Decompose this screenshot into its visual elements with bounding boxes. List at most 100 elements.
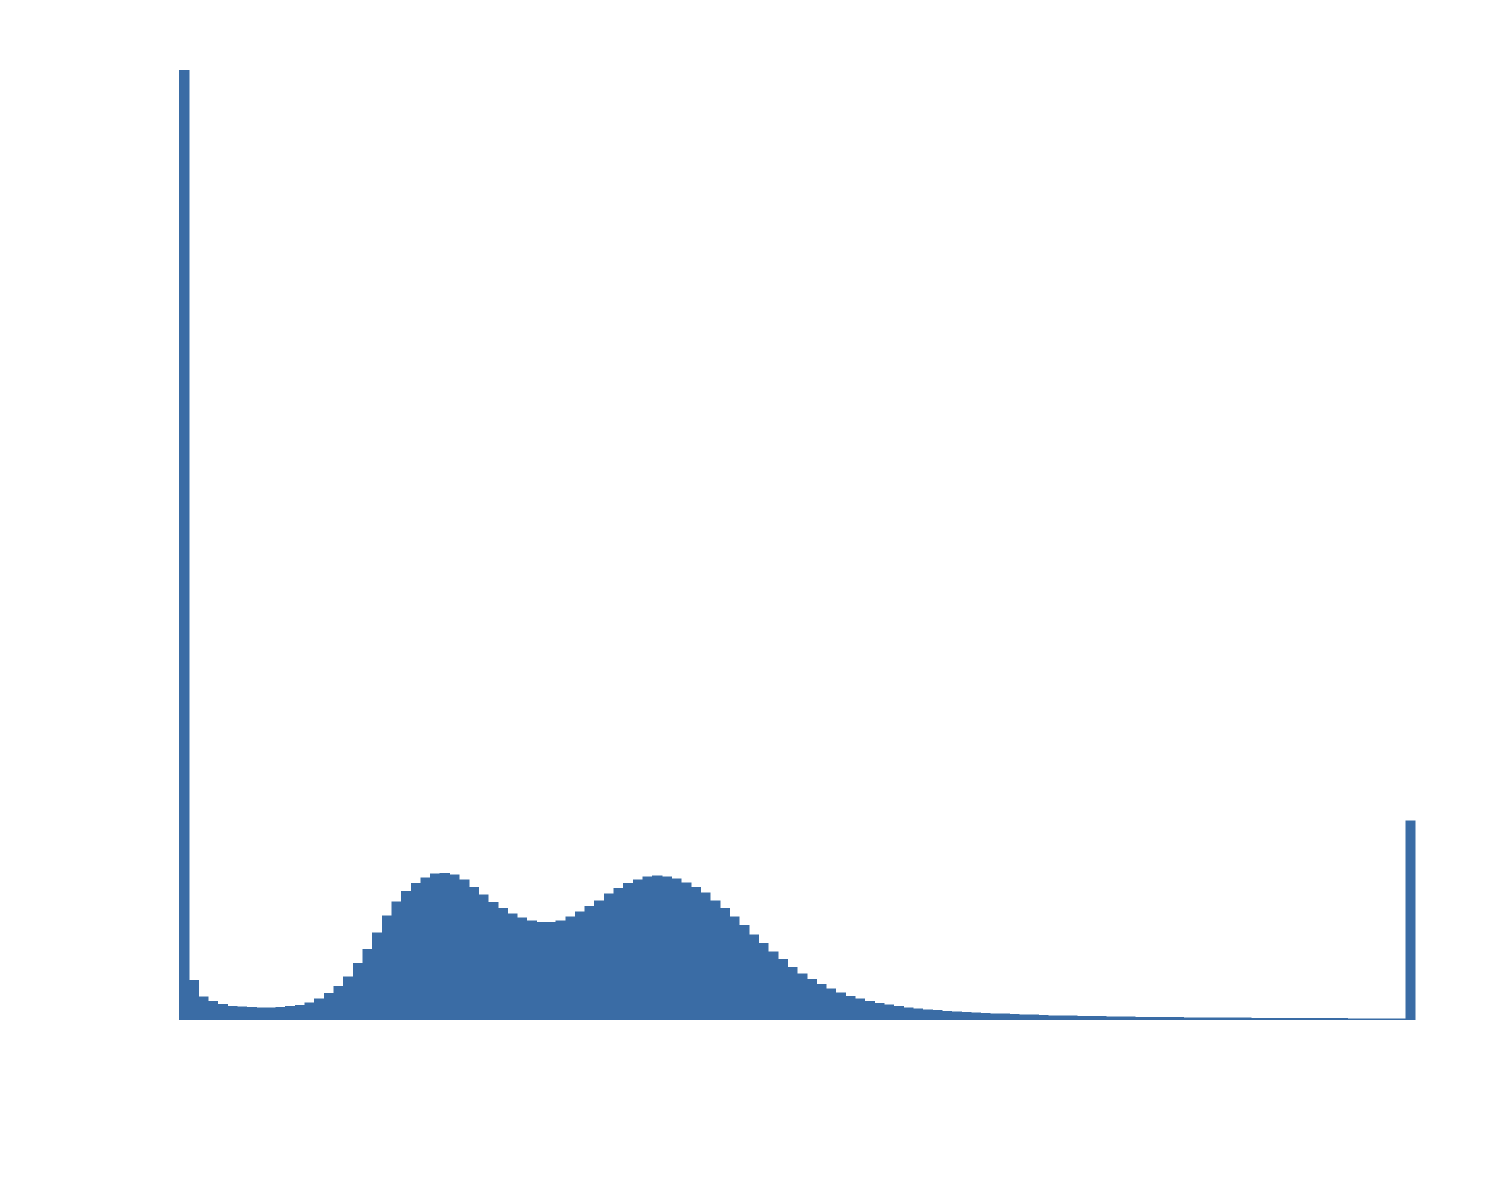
histogram-bar	[1357, 1018, 1368, 1020]
histogram-bar	[1212, 1017, 1223, 1020]
histogram-bar	[1019, 1014, 1030, 1020]
histogram-bar	[188, 980, 199, 1020]
histogram-bar	[198, 996, 209, 1020]
histogram-bar	[179, 70, 190, 1020]
histogram-bar	[285, 1006, 296, 1020]
histogram-bar	[497, 907, 508, 1020]
histogram-bar	[420, 877, 431, 1020]
histogram-bar	[1057, 1015, 1068, 1020]
histogram-bar	[430, 873, 441, 1020]
histogram-bar	[758, 943, 769, 1020]
histogram-bar	[883, 1004, 895, 1020]
histogram-bar	[980, 1012, 991, 1020]
histogram-bar	[294, 1004, 306, 1020]
histogram-bar	[343, 976, 354, 1020]
histogram-bar	[903, 1007, 914, 1020]
histogram-bar	[488, 902, 499, 1020]
histogram-bar	[594, 900, 605, 1020]
histogram-bar	[314, 998, 325, 1021]
histogram-bar	[1347, 1018, 1358, 1020]
histogram-bar	[574, 911, 586, 1020]
histogram-bar	[1086, 1016, 1097, 1020]
histogram-bar	[555, 920, 566, 1020]
histogram-bar	[1115, 1016, 1126, 1021]
histogram-bar	[1134, 1016, 1146, 1020]
histogram-bar	[584, 906, 595, 1020]
histogram-bar	[1308, 1018, 1320, 1020]
histogram-bar	[690, 887, 702, 1020]
histogram-bar	[236, 1006, 248, 1020]
histogram-bar	[246, 1007, 257, 1020]
histogram-bar	[874, 1002, 885, 1020]
histogram-bar	[797, 973, 808, 1020]
histogram-bar	[1144, 1016, 1155, 1020]
histogram-bar	[516, 917, 528, 1020]
histogram-bar	[265, 1007, 277, 1020]
histogram-bar	[545, 922, 557, 1020]
histogram-bar	[275, 1007, 286, 1020]
histogram-bar	[845, 995, 856, 1020]
histogram-bar	[768, 951, 779, 1020]
histogram-bar	[1289, 1018, 1300, 1020]
histogram-bar	[1299, 1018, 1310, 1020]
histogram-bar	[893, 1006, 904, 1020]
histogram-bar	[729, 916, 740, 1020]
histogram-bar	[970, 1012, 982, 1021]
histogram-bar	[999, 1013, 1011, 1020]
histogram-bar	[1260, 1017, 1271, 1021]
histogram-bar	[806, 979, 817, 1020]
histogram-bar	[951, 1011, 962, 1020]
histogram-bar	[1270, 1017, 1281, 1020]
histogram-bar	[1192, 1017, 1204, 1020]
histogram-bar	[1028, 1014, 1040, 1020]
histogram-bar	[1328, 1018, 1339, 1020]
histogram-bar	[1183, 1017, 1194, 1020]
histogram-bar	[816, 983, 827, 1020]
histogram-bar	[372, 932, 383, 1020]
histogram-bar	[1048, 1015, 1059, 1020]
histogram-bar	[1231, 1017, 1242, 1021]
histogram-bar	[835, 992, 846, 1020]
histogram-bar	[1173, 1017, 1184, 1020]
histogram-bar	[459, 879, 470, 1020]
histogram-bar	[362, 948, 373, 1020]
histogram-bar	[449, 874, 460, 1020]
histogram-bar	[1318, 1018, 1329, 1020]
histogram-bar	[1077, 1015, 1088, 1020]
histogram-bar	[941, 1010, 953, 1020]
histogram-bar	[1405, 820, 1416, 1020]
histogram-bar	[391, 901, 402, 1020]
histogram-bar	[1221, 1017, 1233, 1021]
histogram-bar	[613, 887, 624, 1020]
histogram-bar	[381, 915, 393, 1020]
histogram-bar	[352, 963, 364, 1020]
histogram-bar	[333, 985, 344, 1020]
histogram-bar	[1154, 1016, 1165, 1020]
histogram-bar	[912, 1008, 924, 1021]
histogram-bar	[748, 934, 759, 1020]
histogram-bar	[739, 925, 750, 1020]
histogram-bar	[536, 922, 547, 1020]
histogram-bar	[323, 992, 335, 1020]
histogram-bar	[932, 1010, 943, 1020]
histogram-bar	[1395, 1018, 1406, 1020]
histogram-bar	[401, 890, 412, 1020]
histogram-bar	[1096, 1016, 1107, 1020]
histogram-bar	[652, 875, 663, 1020]
histogram-bar	[304, 1002, 315, 1020]
histogram-bar	[642, 876, 653, 1020]
histogram-bar	[478, 894, 489, 1020]
histogram-bar	[1163, 1017, 1175, 1020]
histogram-bar	[661, 876, 673, 1020]
histogram-bar	[1038, 1014, 1049, 1021]
histogram-bar	[777, 959, 788, 1020]
histogram-bar	[864, 1001, 875, 1020]
histogram-bar	[1241, 1017, 1252, 1020]
histogram-bar	[227, 1005, 238, 1020]
histogram-bar	[207, 1001, 219, 1020]
histogram-bar	[1376, 1018, 1387, 1020]
histogram-bar	[671, 878, 682, 1020]
histogram-bar	[1279, 1017, 1291, 1020]
histogram-bar	[1337, 1018, 1349, 1020]
